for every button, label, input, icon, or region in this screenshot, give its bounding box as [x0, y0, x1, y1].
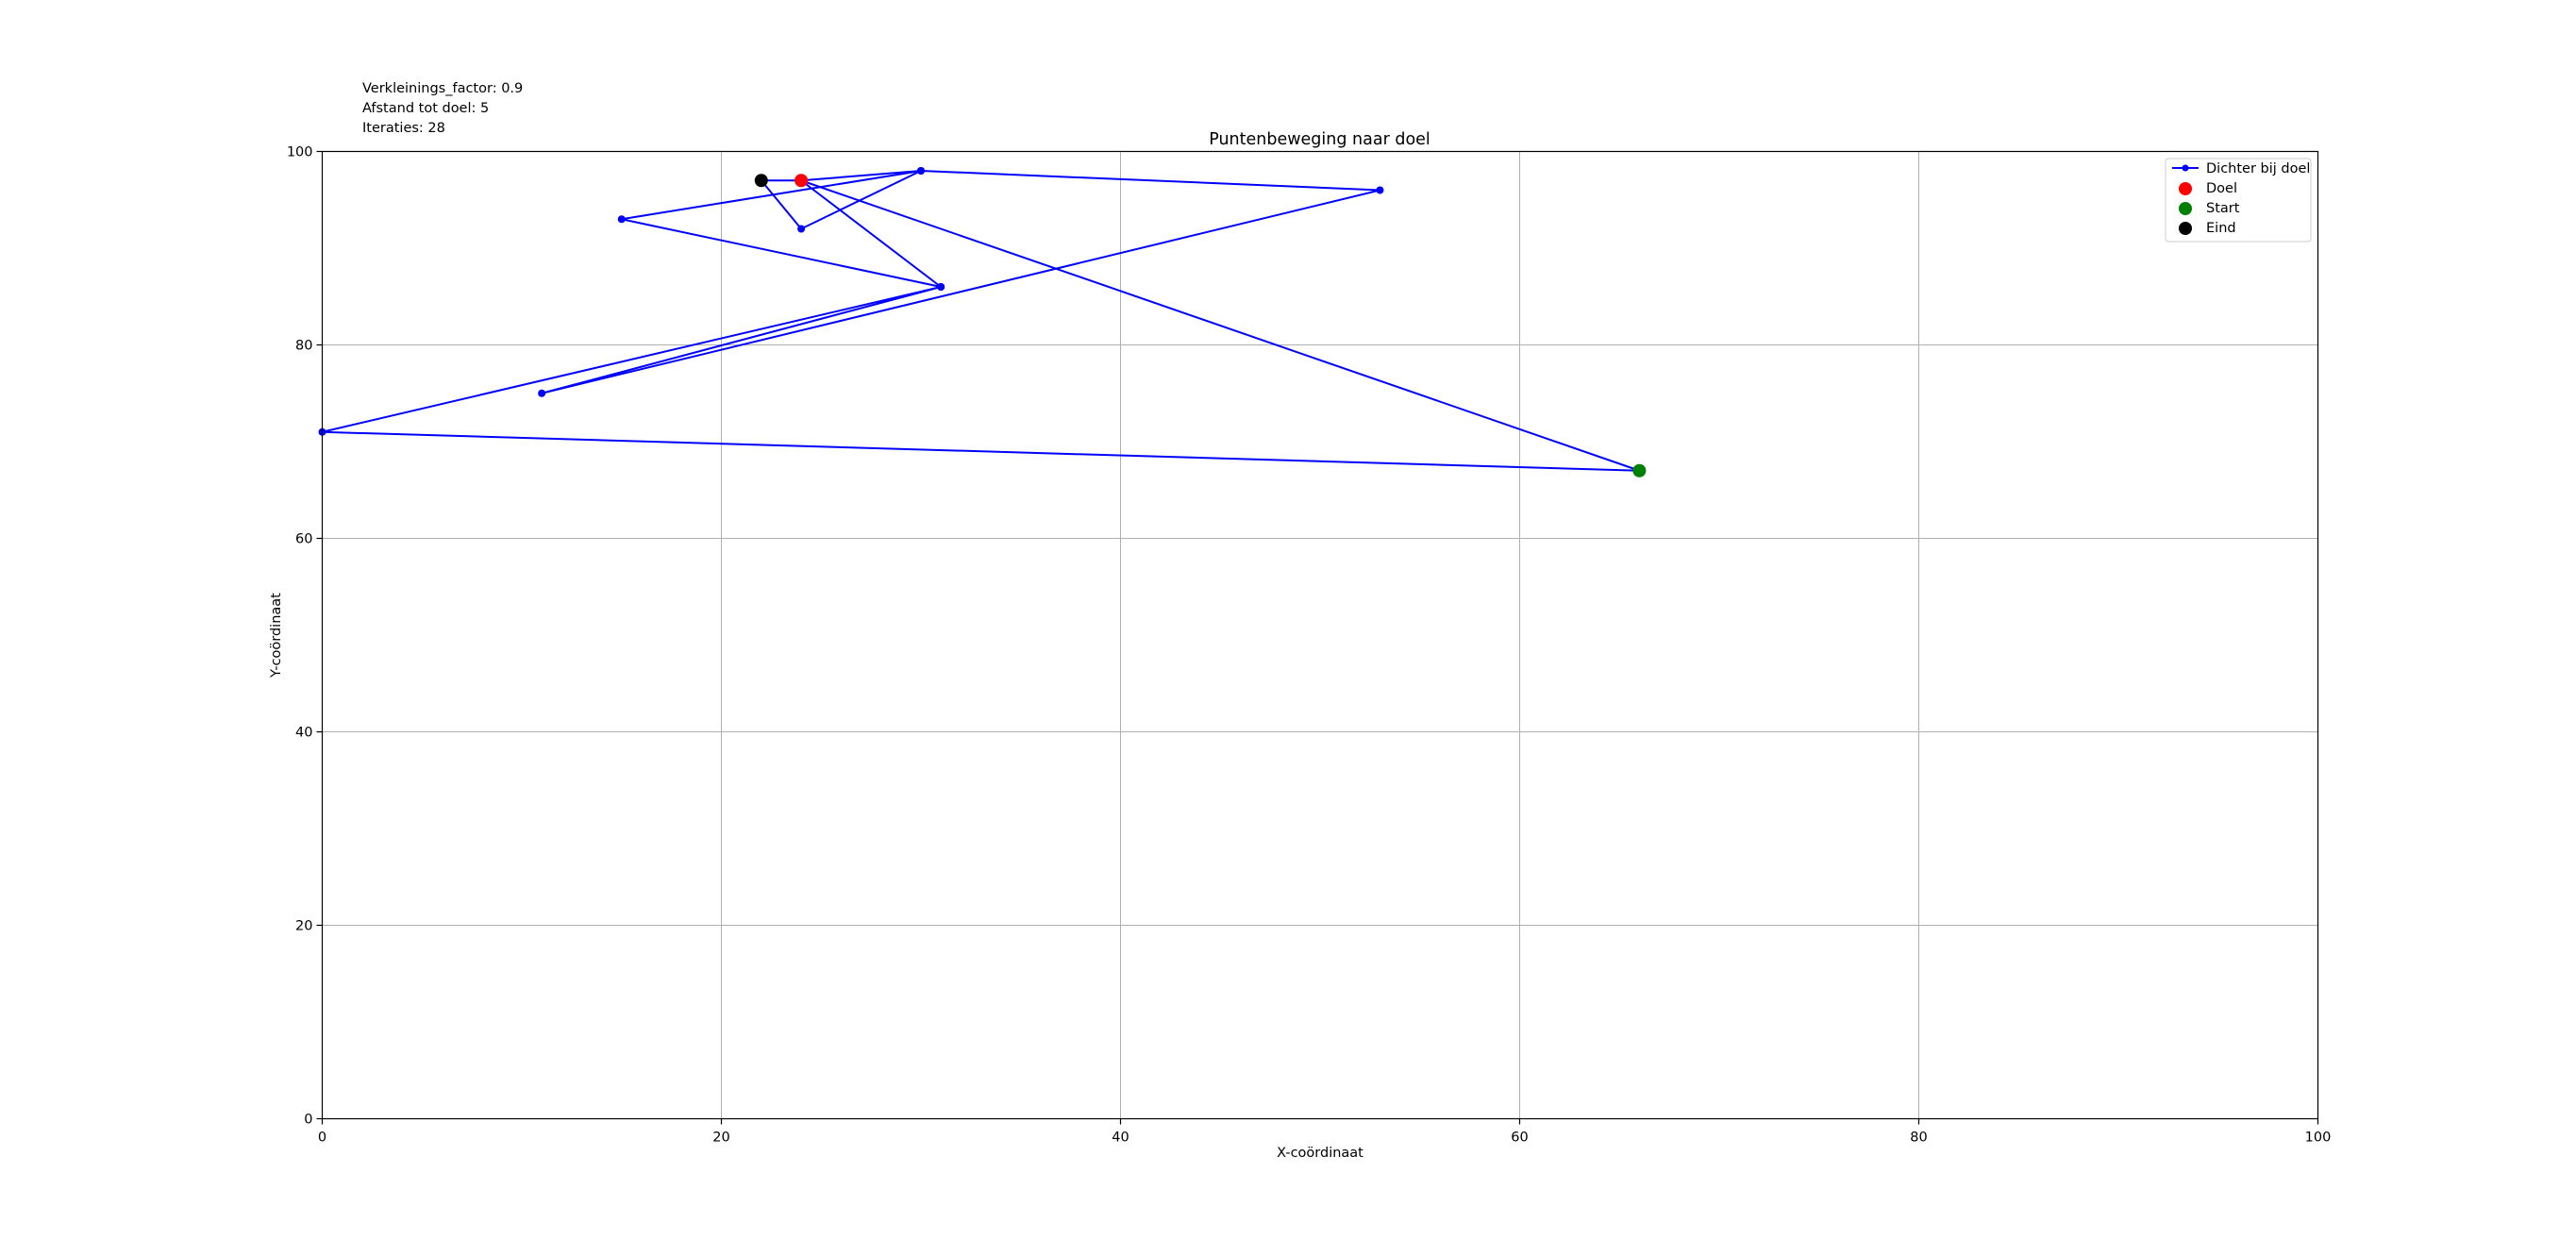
y-axis-label: Y-coördinaat — [269, 593, 284, 679]
path-point — [917, 167, 925, 175]
legend-label-start: Start — [2206, 201, 2240, 216]
y-tick-label: 100 — [287, 145, 313, 160]
series-markers — [318, 167, 1647, 478]
legend-label-path: Dichter bij doel — [2206, 161, 2310, 176]
legend-dot-marker — [2182, 164, 2189, 172]
x-tick-label: 40 — [1112, 1131, 1129, 1146]
legend-start-marker — [2179, 202, 2192, 215]
legend-end-marker — [2179, 222, 2192, 235]
y-tick-label: 60 — [295, 532, 312, 547]
path-point — [1376, 186, 1384, 194]
path-point — [617, 215, 626, 224]
y-tick-label: 0 — [304, 1113, 312, 1128]
y-tick-label: 40 — [295, 726, 312, 741]
x-axis-ticks: 0 20 40 60 80 100 — [318, 1118, 2332, 1146]
path-point — [538, 389, 546, 397]
grid-lines — [322, 151, 2318, 1119]
info-line-iterations: Iteraties: 28 — [362, 121, 445, 136]
path-point — [797, 225, 806, 233]
end-marker — [754, 174, 768, 188]
legend-label-goal: Doel — [2206, 181, 2237, 196]
path-point — [937, 283, 945, 291]
series-lines — [321, 170, 1640, 472]
chart-title: Puntenbeweging naar doel — [1209, 130, 1430, 149]
start-marker — [1632, 463, 1647, 478]
info-line-distance: Afstand tot doel: 5 — [362, 101, 489, 116]
path-line — [321, 170, 1640, 472]
y-tick-label: 80 — [295, 339, 312, 354]
legend-frame — [2165, 158, 2312, 243]
x-tick-label: 100 — [2305, 1131, 2332, 1146]
legend-goal-marker — [2179, 182, 2192, 195]
x-axis-label: X-coördinaat — [1277, 1146, 1363, 1161]
x-tick-label: 20 — [712, 1131, 729, 1146]
x-tick-label: 0 — [318, 1131, 326, 1146]
legend-label-end: Eind — [2206, 221, 2236, 236]
legend: Dichter bij doel Doel Start Eind — [2165, 158, 2312, 243]
info-line-scale-factor: Verkleinings_factor: 0.9 — [362, 81, 523, 96]
info-text-group: Verkleinings_factor: 0.9 Afstand tot doe… — [362, 81, 523, 136]
y-tick-label: 20 — [295, 919, 312, 934]
x-tick-label: 80 — [1910, 1131, 1927, 1146]
x-tick-label: 60 — [1511, 1131, 1528, 1146]
y-axis-ticks: 0 20 40 60 80 100 — [287, 145, 323, 1128]
plot-area-frame — [321, 150, 2319, 1120]
goal-marker — [795, 174, 809, 188]
